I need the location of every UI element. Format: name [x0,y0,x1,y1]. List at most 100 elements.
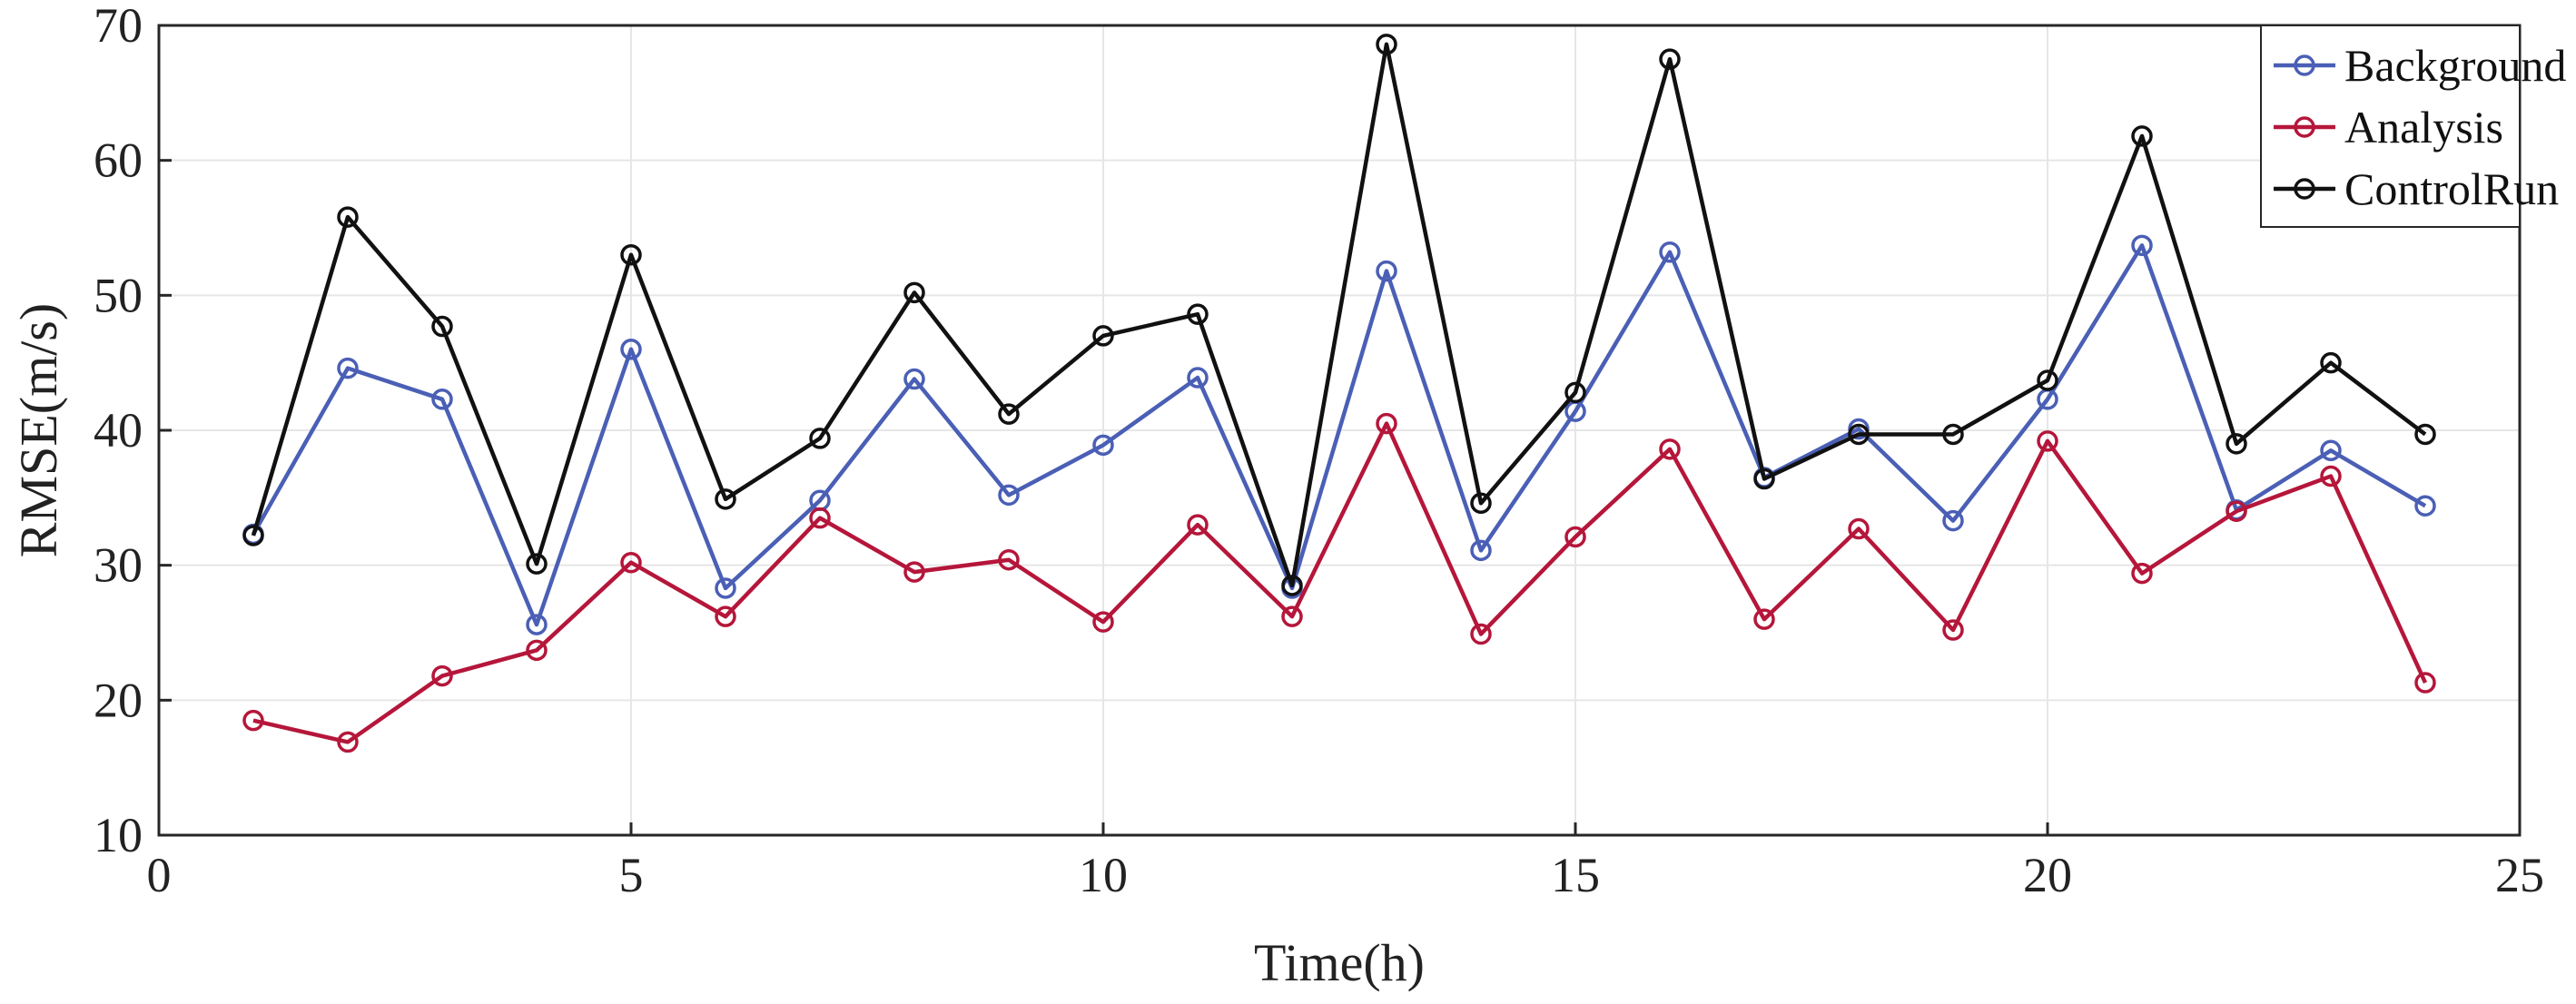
legend-marker-swatch [2294,178,2315,200]
data-point-background [1942,509,1964,532]
data-point-analysis [2037,430,2058,452]
data-point-controlrun [1659,48,1681,70]
data-point-background [1659,241,1681,263]
data-point-controlrun [620,243,642,266]
legend-label: ControlRun [2344,163,2559,214]
series-line-analysis [252,421,2428,744]
data-point-controlrun [1564,381,1586,404]
y-tick-label: 50 [94,268,143,322]
data-point-controlrun [431,315,453,338]
data-point-analysis [2226,500,2247,522]
data-point-controlrun [1848,423,1870,446]
data-point-analysis [2131,562,2153,585]
data-point-analysis [715,605,736,627]
legend-marker-swatch [2294,54,2315,76]
y-axis-title: RMSE(m/s) [9,303,68,557]
y-tick-label: 70 [94,0,143,53]
data-point-background [2320,439,2342,462]
data-point-controlrun [903,281,925,304]
legend-entries: Background Analysis ControlRun [2274,40,2566,214]
data-point-analysis [2320,465,2342,487]
legend-item-background: Background [2274,40,2566,91]
data-point-controlrun [337,206,359,228]
data-point-controlrun [2037,369,2058,391]
data-point-analysis [1564,526,1586,548]
data-point-controlrun [1187,303,1209,325]
y-tick-label: 30 [94,538,143,593]
y-tick-label: 20 [94,673,143,727]
data-point-controlrun [2226,433,2247,455]
series-analysis [242,412,2436,753]
data-point-controlrun [1753,468,1775,490]
series-controlrun [242,34,2436,596]
data-point-analysis [526,639,548,662]
data-point-background [2414,495,2436,517]
series-background [242,234,2436,635]
data-point-analysis [809,507,831,529]
data-point-analysis [1376,412,1397,435]
data-point-analysis [903,561,925,583]
series-line-controlrun [251,42,2427,588]
data-point-controlrun [1942,423,1964,446]
data-point-background [903,368,925,390]
x-tick-label: 15 [1551,848,1600,902]
data-point-controlrun [1376,34,1397,55]
y-tick-label: 40 [94,403,143,458]
x-tick-label: 25 [2495,848,2544,902]
x-tick-label: 20 [2023,848,2072,902]
data-point-controlrun [2320,351,2342,374]
data-point-analysis [1659,438,1681,460]
y-tick-label: 10 [94,808,143,862]
data-point-controlrun [2131,125,2153,147]
data-point-background [715,577,736,599]
x-tick-label: 5 [619,848,644,902]
data-point-analysis [431,664,453,687]
data-point-analysis [1187,514,1209,536]
data-point-controlrun [1281,575,1303,596]
legend-label: Analysis [2344,102,2503,153]
data-point-background [1187,367,1209,389]
data-point-controlrun [526,553,548,575]
data-point-analysis [620,551,642,574]
legend-label: Background [2344,40,2566,91]
data-point-background [431,389,453,410]
legend-marker-swatch [2294,116,2315,138]
data-point-analysis [998,548,1020,571]
data-point-controlrun [2414,423,2436,446]
data-point-background [1092,434,1114,457]
x-tick-label: 0 [147,848,172,902]
data-point-background [2131,234,2153,257]
legend-item-analysis: Analysis [2274,102,2503,153]
x-tick-label: 10 [1079,848,1128,902]
data-point-analysis [242,709,264,732]
data-point-controlrun [998,403,1020,425]
data-point-analysis [1942,619,1964,641]
data-point-controlrun [1470,492,1492,515]
data-point-background [998,484,1020,507]
data-point-background [620,339,642,360]
data-point-background [526,614,548,635]
data-point-analysis [1848,517,1870,540]
series-line-background [252,243,2427,627]
data-point-analysis [1281,605,1303,627]
data-point-controlrun [1092,325,1114,347]
y-tick-label: 60 [94,133,143,188]
data-point-controlrun [715,488,736,510]
data-point-background [1470,539,1492,562]
legend-item-controlrun: ControlRun [2274,163,2559,214]
x-axis-title: Time(h) [1254,933,1425,992]
series-group [242,34,2436,753]
data-point-controlrun [809,428,831,449]
data-point-analysis [337,731,359,753]
data-point-analysis [2414,672,2436,694]
legend: Background Analysis ControlRun [2260,25,2566,228]
data-point-background [1376,260,1397,282]
data-point-analysis [1092,611,1114,633]
axis-ticks: 0 5 10 15 20 25 10 20 30 40 50 60 70 [94,0,2544,902]
data-point-controlrun [242,525,264,546]
data-point-analysis [1753,608,1775,630]
data-point-analysis [1470,623,1492,645]
data-point-background [337,357,359,379]
